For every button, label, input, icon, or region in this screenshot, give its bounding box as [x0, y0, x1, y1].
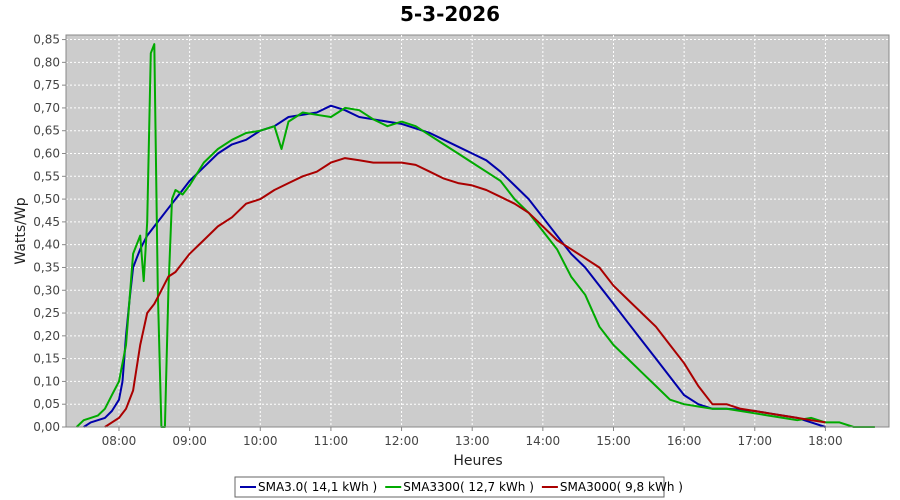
y-tick-label: 0,05	[33, 397, 60, 411]
series-line-2	[75, 43, 875, 428]
series-line-3	[104, 157, 826, 428]
y-tick-label: 0,25	[33, 306, 60, 320]
y-tick-label: 0,55	[33, 169, 60, 183]
x-tick-label: 14:00	[526, 434, 561, 448]
y-axis-label: Watts/Wp	[13, 197, 29, 264]
x-tick-label: 08:00	[102, 434, 137, 448]
legend-box	[234, 476, 665, 498]
x-axis-label: Heures	[453, 453, 502, 469]
x-tick-label: 15:00	[596, 434, 631, 448]
y-tick-label: 0,15	[33, 352, 60, 366]
y-tick-label: 0,10	[33, 374, 60, 388]
y-tick-label: 0,35	[33, 260, 60, 274]
legend-label-3: SMA3000( 9,8 kWh )	[560, 480, 683, 494]
x-tick-label: 16:00	[667, 434, 702, 448]
y-tick-label: 0,60	[33, 147, 60, 161]
series-lines	[75, 43, 875, 428]
x-axis-ticks: 08:00 09:00 10:00 11:00 12:00 13:00 14:00 15:00…	[102, 427, 843, 448]
y-tick-label: 0,75	[33, 78, 60, 92]
grid	[66, 35, 889, 427]
y-tick-label: 0,40	[33, 238, 60, 252]
chart-title: 5-3-2026	[400, 2, 500, 26]
legend-label-1: SMA3.0( 14,1 kWh )	[258, 480, 377, 494]
y-axis-ticks: 0,00 0,05 0,10 0,15 0,20 0,25 0,30 0,35 0,40 0,45…	[33, 33, 66, 434]
y-tick-label: 0,50	[33, 192, 60, 206]
x-tick-label: 10:00	[243, 434, 278, 448]
x-tick-label: 09:00	[172, 434, 207, 448]
y-tick-label: 0,65	[33, 124, 60, 138]
legend-label-2: SMA3300( 12,7 kWh )	[403, 480, 534, 494]
legend: SMA3.0( 14,1 kWh ) SMA3300( 12,7 kWh ) SMA…	[234, 476, 683, 498]
x-tick-label: 12:00	[384, 434, 419, 448]
y-tick-label: 0,20	[33, 329, 60, 343]
x-tick-label: 17:00	[737, 434, 772, 448]
y-tick-label: 0,80	[33, 55, 60, 69]
y-tick-label: 0,00	[33, 420, 60, 434]
x-tick-label: 11:00	[314, 434, 349, 448]
y-tick-label: 0,30	[33, 283, 60, 297]
x-tick-label: 13:00	[455, 434, 490, 448]
y-tick-label: 0,85	[33, 33, 60, 47]
y-tick-label: 0,70	[33, 101, 60, 115]
y-tick-label: 0,45	[33, 215, 60, 229]
x-tick-label: 18:00	[808, 434, 843, 448]
plot-area	[65, 34, 890, 428]
